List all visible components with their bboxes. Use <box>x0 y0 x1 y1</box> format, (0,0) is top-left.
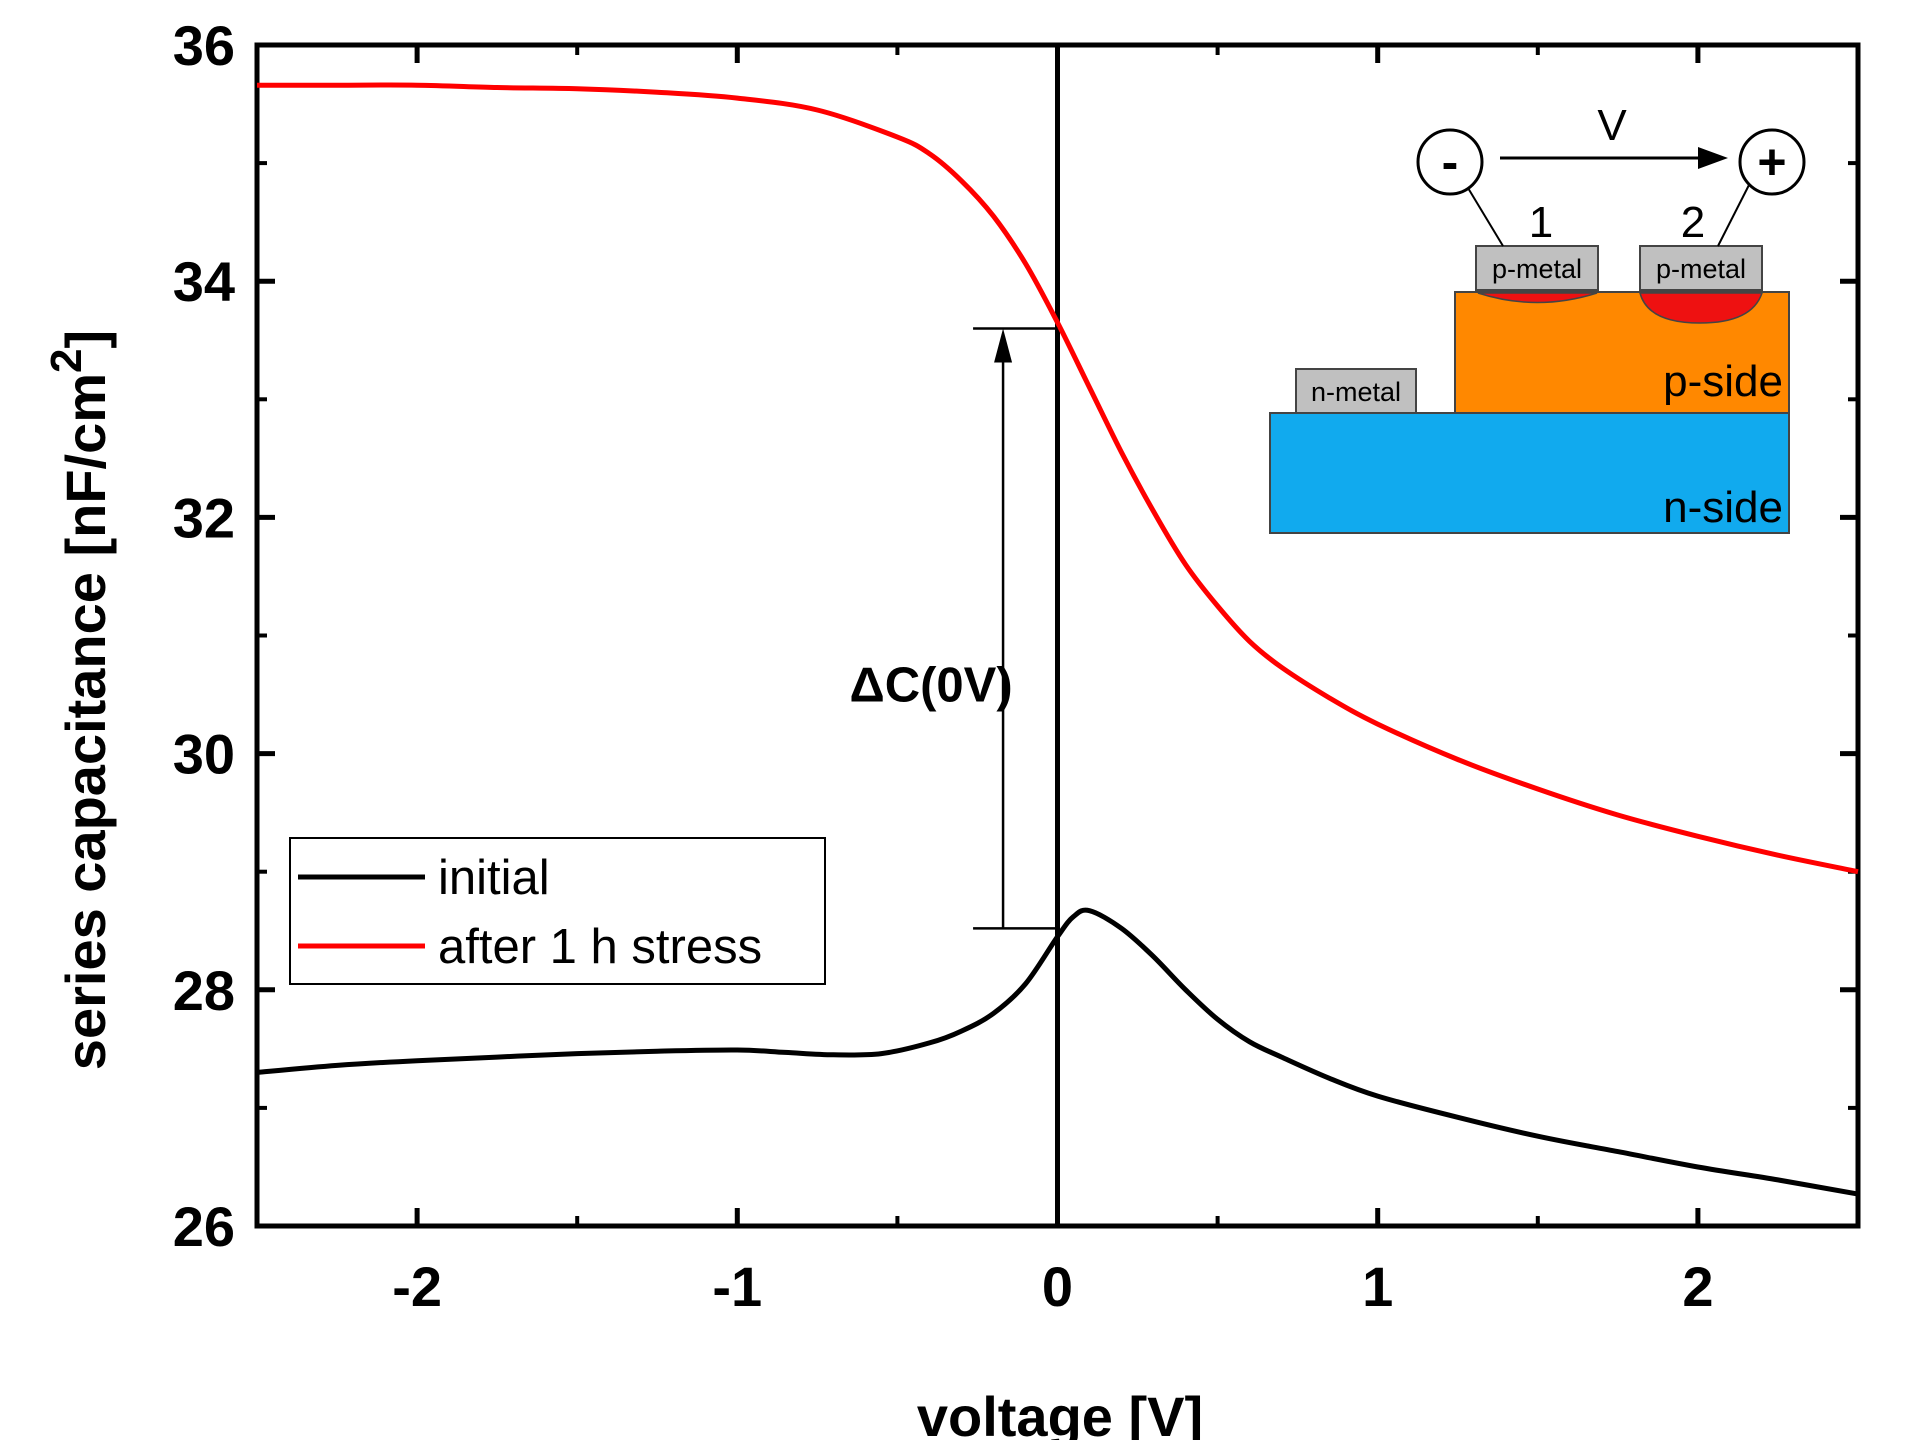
contact-2-label: 2 <box>1681 198 1705 247</box>
minus-terminal-sign: - <box>1442 134 1459 190</box>
legend-label-stress: after 1 h stress <box>438 920 762 974</box>
y-axis-title: series capacitance [nF/cm2] <box>42 330 117 1070</box>
n-metal-label: n-metal <box>1311 377 1401 407</box>
legend-label-initial: initial <box>438 851 550 905</box>
contact-1-label: 1 <box>1529 198 1553 247</box>
p-metal-contact-2 <box>1639 245 1763 291</box>
x-tick-label: 0 <box>1042 1255 1073 1318</box>
probe-wire-plus <box>1717 182 1751 247</box>
y-tick-label: 36 <box>173 14 235 77</box>
y-tick-label: 26 <box>173 1195 235 1258</box>
y-tick-label: 30 <box>173 723 235 786</box>
p-metal-contact-1 <box>1475 245 1599 291</box>
device-schematic-inset: n-side p-side n-metal p-metal p-metal - … <box>1269 101 1806 534</box>
y-axis-title-end: ] <box>54 330 117 349</box>
y-tick-label: 28 <box>173 959 235 1022</box>
annotation-arrow-head <box>994 328 1013 363</box>
axis-ticks <box>255 42 1860 1229</box>
y-axis-title-sup: 2 <box>42 348 91 372</box>
plus-terminal-sign: + <box>1757 134 1786 190</box>
probe-wire-minus <box>1464 182 1504 247</box>
x-axis-title: voltage [V] <box>917 1385 1203 1440</box>
y-tick-labels: 26 28 30 32 34 36 <box>173 14 235 1258</box>
legend: initial after 1 h stress <box>289 837 826 985</box>
p-side-label: p-side <box>1663 357 1783 406</box>
n-side-label: n-side <box>1663 483 1783 532</box>
series-line-initial <box>256 907 1859 1197</box>
degraded-region-2 <box>1639 292 1764 324</box>
degraded-region-1 <box>1477 292 1598 304</box>
p-metal-label-1: p-metal <box>1492 254 1582 284</box>
delta-c-annotation: ΔC(0V) <box>849 327 1058 930</box>
y-axis-title-main: series capacitance [nF/cm <box>54 373 117 1070</box>
n-side-layer <box>1269 412 1790 534</box>
y-tick-label: 34 <box>173 250 235 313</box>
annotation-label: ΔC(0V) <box>849 658 1012 712</box>
voltage-arrow-head <box>1698 147 1728 169</box>
plus-terminal-icon <box>1738 128 1806 196</box>
x-tick-label: -1 <box>712 1255 762 1318</box>
x-tick-labels: -2 -1 0 1 2 <box>392 1255 1713 1318</box>
data-series <box>256 82 1859 1197</box>
minus-terminal-icon <box>1416 128 1484 196</box>
p-metal-label-2: p-metal <box>1656 254 1746 284</box>
legend-box <box>289 837 826 985</box>
voltage-label: V <box>1597 101 1627 150</box>
x-tick-label: 1 <box>1362 1255 1393 1318</box>
y-tick-label: 32 <box>173 486 235 549</box>
x-tick-label: 2 <box>1682 1255 1713 1318</box>
x-tick-label: -2 <box>392 1255 442 1318</box>
series-line-after-stress <box>257 82 1859 875</box>
n-metal-contact <box>1295 368 1417 414</box>
